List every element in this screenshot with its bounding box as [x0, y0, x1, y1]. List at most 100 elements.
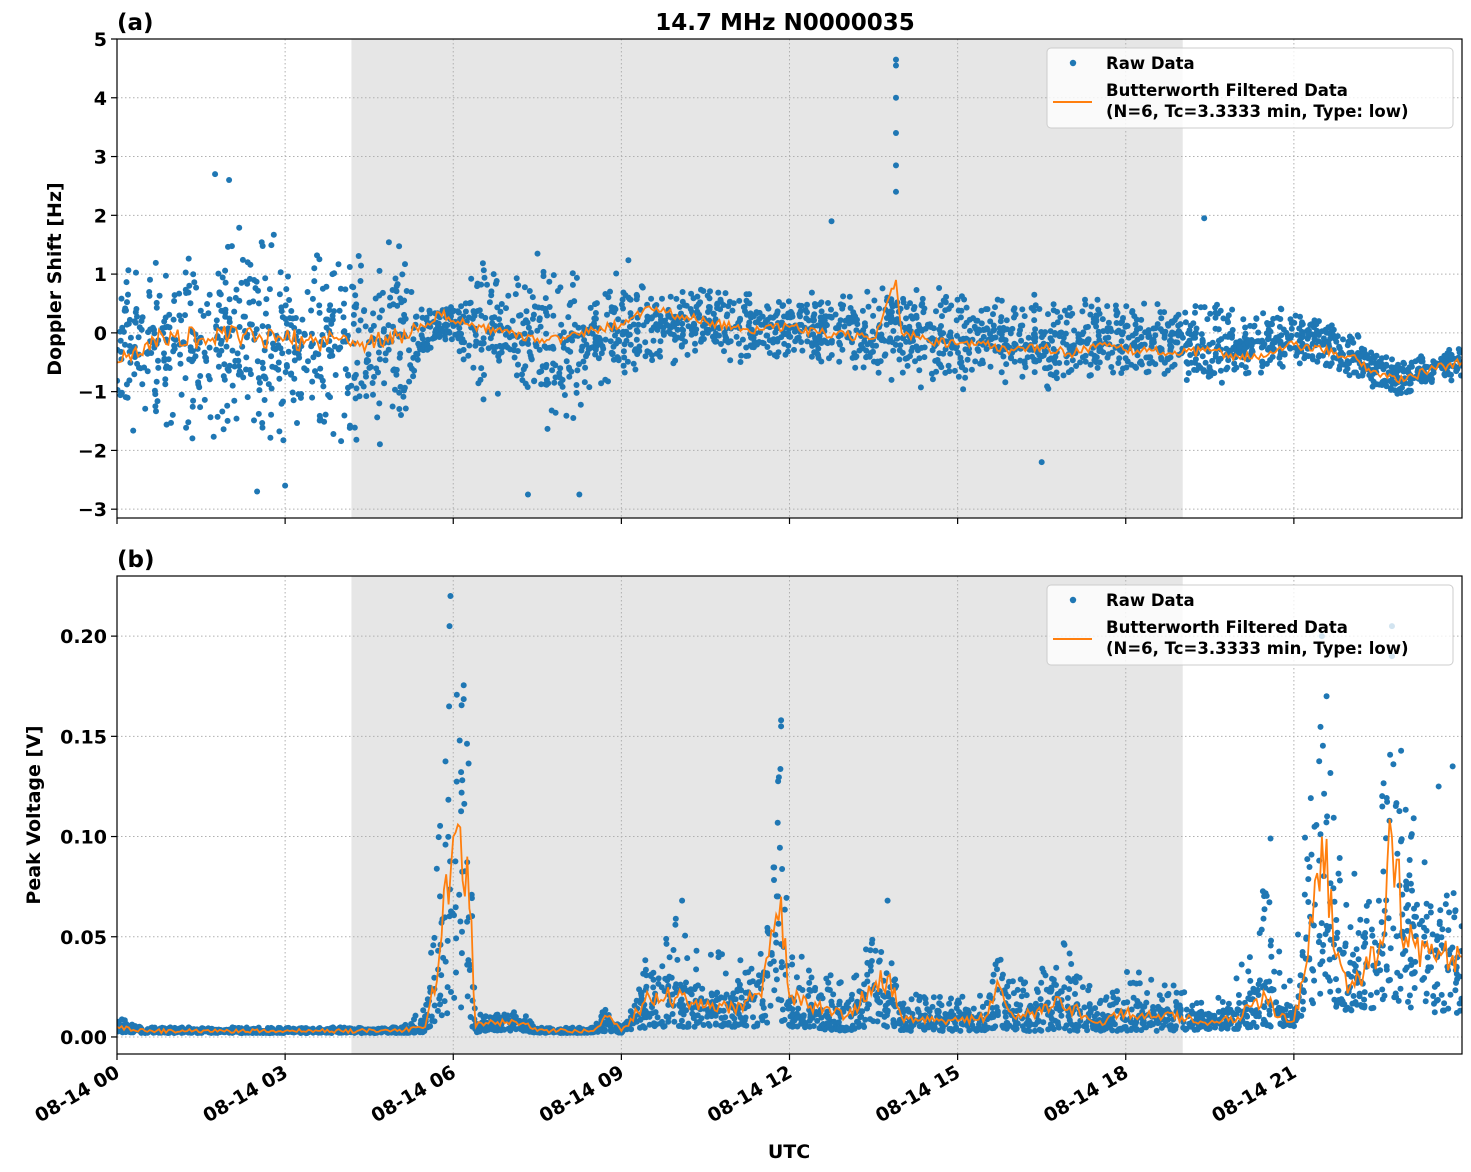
raw-point — [1218, 336, 1225, 343]
raw-point — [1040, 331, 1047, 338]
raw-point — [1108, 364, 1115, 370]
raw-point — [1355, 373, 1362, 379]
raw-point — [1322, 362, 1329, 369]
raw-point — [1093, 323, 1100, 330]
filtered-data-line — [117, 279, 1462, 385]
raw-point — [974, 317, 981, 324]
raw-point — [1109, 1027, 1116, 1034]
raw-point — [948, 995, 954, 1002]
raw-point — [669, 1011, 676, 1017]
raw-point — [1142, 329, 1149, 336]
raw-point — [595, 355, 602, 362]
raw-point — [706, 295, 713, 302]
axes-frame — [116, 38, 1463, 519]
raw-point — [890, 328, 897, 334]
raw-point — [592, 351, 599, 358]
raw-point — [869, 936, 876, 943]
raw-point — [139, 381, 146, 388]
raw-point — [1088, 350, 1094, 357]
raw-point — [955, 307, 962, 314]
raw-point — [1100, 1026, 1107, 1033]
raw-point — [499, 344, 506, 351]
raw-point — [268, 385, 275, 392]
raw-point — [1277, 305, 1284, 312]
raw-point — [756, 972, 762, 979]
raw-point — [1044, 383, 1051, 390]
raw-point — [964, 1007, 971, 1014]
raw-point — [1428, 371, 1435, 378]
raw-point — [989, 978, 996, 985]
raw-point — [303, 367, 310, 374]
raw-point — [123, 1021, 130, 1027]
raw-point — [836, 1025, 843, 1032]
raw-point — [270, 231, 277, 238]
raw-point — [1061, 941, 1068, 948]
raw-point — [816, 333, 823, 340]
raw-point — [537, 1029, 544, 1036]
raw-point — [1004, 1021, 1011, 1028]
raw-point — [139, 314, 146, 321]
raw-point — [522, 363, 529, 370]
raw-point — [1383, 361, 1390, 368]
raw-point — [919, 300, 926, 307]
raw-point — [458, 808, 465, 815]
raw-point — [456, 891, 463, 898]
raw-point — [1215, 310, 1222, 317]
raw-point — [649, 352, 655, 359]
raw-point — [916, 997, 923, 1004]
raw-point — [1032, 1000, 1039, 1007]
raw-point — [821, 317, 828, 324]
raw-point — [183, 424, 190, 431]
raw-point — [778, 997, 785, 1004]
raw-point — [650, 976, 657, 983]
raw-point — [465, 760, 472, 767]
raw-point — [615, 357, 622, 364]
raw-point — [347, 422, 353, 429]
raw-point — [1123, 322, 1130, 329]
raw-point — [894, 316, 901, 323]
raw-point — [277, 345, 284, 352]
raw-point — [320, 383, 327, 390]
raw-point — [1047, 371, 1054, 378]
raw-point — [1031, 1027, 1038, 1034]
raw-point — [750, 1014, 756, 1021]
raw-point — [441, 333, 448, 339]
raw-point — [764, 1019, 771, 1026]
raw-point — [460, 682, 467, 689]
raw-point — [155, 364, 162, 371]
raw-point — [1231, 360, 1238, 367]
raw-point — [674, 320, 681, 327]
raw-point — [655, 980, 662, 987]
raw-point — [864, 971, 871, 978]
raw-point — [1248, 342, 1255, 349]
raw-point — [892, 976, 899, 983]
raw-point — [798, 1016, 805, 1023]
y-tick-label: 0.05 — [60, 927, 107, 949]
raw-point — [1259, 358, 1265, 365]
raw-point — [1193, 330, 1199, 337]
raw-point — [692, 330, 699, 337]
raw-point — [259, 420, 266, 426]
raw-point — [930, 1021, 936, 1028]
raw-point — [990, 971, 997, 978]
raw-point — [876, 999, 883, 1006]
raw-point — [150, 324, 156, 331]
raw-point — [360, 383, 367, 390]
raw-point — [935, 1008, 942, 1015]
raw-point — [466, 342, 473, 349]
raw-point — [265, 381, 272, 388]
raw-point — [1167, 346, 1174, 352]
raw-point — [816, 1011, 823, 1018]
raw-point — [342, 286, 349, 293]
raw-point — [182, 269, 189, 276]
raw-point — [939, 313, 945, 320]
raw-point — [669, 991, 676, 998]
shaded-span — [351, 39, 1183, 518]
raw-point — [633, 336, 640, 343]
raw-point — [1199, 353, 1206, 360]
raw-point — [1053, 964, 1060, 971]
raw-point — [541, 343, 548, 350]
raw-point — [1233, 975, 1240, 982]
raw-point — [814, 1017, 821, 1024]
